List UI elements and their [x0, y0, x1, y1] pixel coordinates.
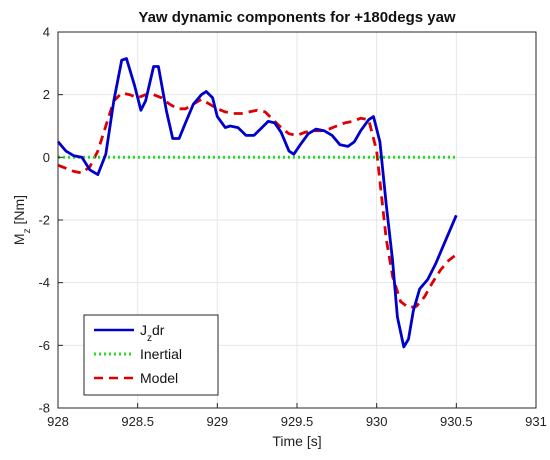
series-line-model: [57, 91, 458, 310]
legend-label-jzdr-tail: dr: [152, 322, 165, 338]
y-tick-label: 4: [43, 25, 50, 40]
y-axis-label: Mz [Nm]: [11, 195, 33, 245]
y-tick-label: 0: [43, 150, 50, 165]
legend-box: [83, 314, 219, 396]
chart-title: Yaw dynamic components for +180degs yaw: [138, 9, 456, 26]
series-lines: [56, 57, 458, 349]
x-tick-label: 931: [525, 414, 547, 429]
y-axis-label-main: M: [11, 233, 27, 245]
x-tick-label: 928.5: [121, 414, 154, 429]
legend-label-inertial: Inertial: [140, 346, 182, 362]
y-tick-label: -8: [38, 401, 50, 416]
legend: Jzdr Inertial Model: [83, 314, 219, 396]
axis-ticks: 928 928.5 929 929.5 930 930.5 931 -8 -6 -4 -2 0 2 4: [38, 25, 546, 430]
legend-label-jzdr-sub: z: [147, 333, 152, 344]
x-tick-label: 929.5: [281, 414, 314, 429]
x-tick-label: 930: [366, 414, 388, 429]
x-tick-label: 929: [206, 414, 228, 429]
y-axis-label-unit: [Nm]: [11, 195, 27, 228]
series-line-jzdr: [56, 57, 458, 349]
x-tick-label: 930.5: [440, 414, 473, 429]
legend-label-jzdr-main: J: [140, 322, 147, 338]
legend-label-jzdr: Jzdr: [140, 322, 165, 344]
x-tick-label: 928: [47, 414, 69, 429]
x-axis-label: Time [s]: [272, 433, 321, 449]
y-tick-label: 2: [43, 87, 50, 102]
y-tick-label: -4: [38, 275, 50, 290]
y-tick-label: -6: [38, 338, 50, 353]
y-axis-label-sub: z: [22, 228, 33, 233]
legend-label-model: Model: [140, 370, 178, 386]
y-tick-label: -2: [38, 213, 50, 228]
